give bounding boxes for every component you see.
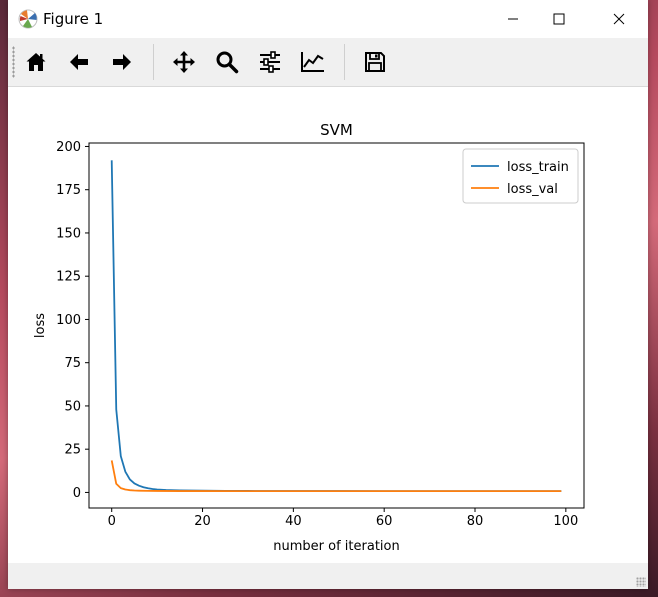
x-tick-label: 40 xyxy=(285,514,302,529)
series-line-loss-val xyxy=(110,460,562,493)
y-tick-label: 100 xyxy=(56,313,81,328)
move-icon xyxy=(173,51,195,73)
pan-button[interactable] xyxy=(166,44,202,80)
figure-window: Figure 1 xyxy=(8,0,648,589)
y-tick-label: 0 xyxy=(73,486,81,501)
home-icon xyxy=(26,53,46,71)
zoom-button[interactable] xyxy=(209,44,245,80)
window-title: Figure 1 xyxy=(43,10,104,28)
toolbar-separator xyxy=(153,44,154,80)
y-tick-label: 50 xyxy=(64,399,81,414)
magnifier-icon xyxy=(216,51,239,74)
y-tick-label: 75 xyxy=(64,356,81,371)
navigation-toolbar xyxy=(8,38,648,87)
legend-label: loss_val xyxy=(507,182,558,197)
y-axis-label: loss xyxy=(33,313,48,338)
floppy-disk-icon xyxy=(365,52,385,72)
legend-box xyxy=(462,148,579,204)
y-tick-label: 150 xyxy=(56,226,81,241)
y-tick-label: 200 xyxy=(56,140,81,155)
line-chart: 0 20 40 60 80 100 0 25 50 75 100 125 150 175 200 SVM num… xyxy=(33,121,585,554)
y-tick-label: 175 xyxy=(56,183,81,198)
sliders-icon xyxy=(260,51,280,73)
y-tick-label: 25 xyxy=(64,443,81,458)
y-tick-label: 125 xyxy=(56,270,81,285)
x-tick-label: 20 xyxy=(194,514,211,529)
maximize-icon xyxy=(553,13,565,25)
minimize-icon xyxy=(508,18,518,20)
plot-frame xyxy=(88,142,585,509)
maximize-button[interactable] xyxy=(536,0,582,38)
arrow-right-icon xyxy=(113,54,131,70)
toolbar-separator xyxy=(344,44,345,80)
chart-title: SVM xyxy=(320,121,353,139)
toolbar-grip[interactable] xyxy=(12,46,15,78)
subplots-button[interactable] xyxy=(252,44,288,80)
forward-button[interactable] xyxy=(104,44,140,80)
back-button[interactable] xyxy=(61,44,97,80)
x-axis-label: number of iteration xyxy=(273,539,399,554)
x-tick-label: 100 xyxy=(553,514,578,529)
minimize-button[interactable] xyxy=(490,0,536,38)
x-tick-label: 0 xyxy=(108,514,116,529)
line-chart-icon xyxy=(301,52,324,72)
matplotlib-logo-icon xyxy=(18,9,38,29)
title-bar[interactable]: Figure 1 xyxy=(8,0,648,38)
close-button[interactable] xyxy=(596,0,642,38)
resize-grip[interactable] xyxy=(636,577,646,587)
status-bar xyxy=(8,563,648,589)
figure-canvas[interactable]: 0 20 40 60 80 100 0 25 50 75 100 125 150 175 200 SVM num… xyxy=(8,87,648,563)
edit-axis-button[interactable] xyxy=(295,44,331,80)
save-button[interactable] xyxy=(357,44,393,80)
arrow-left-icon xyxy=(70,54,88,70)
x-tick-label: 60 xyxy=(376,514,393,529)
home-button[interactable] xyxy=(18,44,54,80)
legend-label: loss_train xyxy=(507,160,569,175)
close-icon xyxy=(613,13,625,25)
x-tick-label: 80 xyxy=(467,514,484,529)
